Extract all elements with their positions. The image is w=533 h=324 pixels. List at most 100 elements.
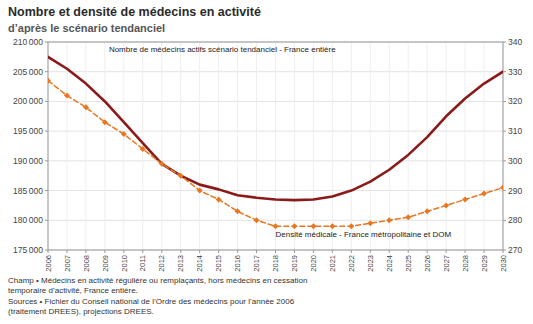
grid-line-x xyxy=(427,42,428,250)
tick-label-x: 2013 xyxy=(176,255,185,272)
tick-label-x: 2019 xyxy=(290,255,299,272)
tick-x xyxy=(199,250,200,253)
annotation: Densité médicale - France métropolitaine… xyxy=(276,230,452,239)
series-marker xyxy=(197,188,203,194)
tick-y xyxy=(45,71,48,72)
tick-label-x: 2012 xyxy=(157,255,166,272)
axes: 175 000 180 000 185 000 190 000 195 000 200 0… xyxy=(13,37,523,272)
tick-x xyxy=(484,250,485,253)
grid-line-x xyxy=(123,42,124,250)
tick-label-x: 2014 xyxy=(195,255,204,272)
tick-y xyxy=(45,101,48,102)
series-marker xyxy=(48,78,51,84)
tick-x xyxy=(66,250,67,253)
tick-x xyxy=(351,250,352,253)
tick-x xyxy=(161,250,162,253)
tick-x xyxy=(48,250,49,253)
tick-label-y2: 270 xyxy=(508,245,522,255)
tick-label-x: 2006 xyxy=(44,255,53,272)
series-marker xyxy=(102,119,108,125)
tick-label-x: 2010 xyxy=(120,255,129,272)
plot-frame xyxy=(48,42,503,250)
tick-label-x: 2028 xyxy=(461,255,470,272)
tick-y2 xyxy=(503,42,506,43)
tick-label-x: 2008 xyxy=(82,255,91,272)
tick-label-y: 190 000 xyxy=(13,156,43,166)
tick-x xyxy=(218,250,219,253)
series-marker xyxy=(216,196,222,202)
tick-label-y: 210 000 xyxy=(13,37,43,47)
footnote: Sources • Fichier du Conseil national de… xyxy=(8,297,295,316)
annotation: Nombre de médecins actifs scénario tenda… xyxy=(109,45,336,54)
tick-x xyxy=(104,250,105,253)
grid-line-x xyxy=(85,42,86,250)
tick-y2 xyxy=(503,190,506,191)
tick-label-x: 2015 xyxy=(214,255,223,272)
series-marker xyxy=(235,208,241,214)
tick-x xyxy=(503,250,504,253)
grid-line-x xyxy=(446,42,447,250)
grid-line-x xyxy=(313,42,314,250)
grid-line-x xyxy=(66,42,67,250)
grid-line-x xyxy=(370,42,371,250)
grid-line-x xyxy=(484,42,485,250)
tick-label-y2: 340 xyxy=(508,37,522,47)
series-marker xyxy=(83,104,89,110)
tick-x xyxy=(389,250,390,253)
tick-y2 xyxy=(503,160,506,161)
tick-label-y: 185 000 xyxy=(13,186,43,196)
series-line xyxy=(48,57,503,200)
tick-label-y2: 310 xyxy=(508,126,522,136)
tick-y xyxy=(45,190,48,191)
tick-label-y: 180 000 xyxy=(13,215,43,225)
grid-line-x xyxy=(218,42,219,250)
grid-line-x xyxy=(104,42,105,250)
grid-line-x xyxy=(199,42,200,250)
tick-label-y2: 330 xyxy=(508,67,522,77)
tick-x xyxy=(427,250,428,253)
subtitle: d’après le scénario tendanciel xyxy=(8,22,165,34)
tick-y xyxy=(45,220,48,221)
series-marker xyxy=(310,223,316,229)
tick-label-y2: 290 xyxy=(508,186,522,196)
tick-label-y2: 320 xyxy=(508,96,522,106)
tick-label-y2: 280 xyxy=(508,215,522,225)
title: Nombre et densité de médecins en activit… xyxy=(8,5,261,19)
tick-x xyxy=(294,250,295,253)
series-marker xyxy=(291,223,297,229)
grid-line-x xyxy=(332,42,333,250)
series-marker xyxy=(405,214,411,220)
series-marker xyxy=(329,223,335,229)
series-marker xyxy=(121,131,127,137)
grid-line-x xyxy=(275,42,276,250)
footnote: Champ • Médecins en activité régulière o… xyxy=(8,276,307,295)
series-marker xyxy=(64,92,70,98)
tick-label-x: 2023 xyxy=(366,255,375,272)
tick-x xyxy=(446,250,447,253)
tick-label-x: 2030 xyxy=(499,255,508,272)
tick-x xyxy=(275,250,276,253)
tick-x xyxy=(180,250,181,253)
tick-label-y: 200 000 xyxy=(13,96,43,106)
tick-label-x: 2024 xyxy=(385,255,394,272)
series-marker xyxy=(424,208,430,214)
series-marker xyxy=(159,161,165,167)
tick-x xyxy=(408,250,409,253)
series-marker xyxy=(273,223,279,229)
tick-label-y2: 300 xyxy=(508,156,522,166)
tick-label-y: 175 000 xyxy=(13,245,43,255)
tick-label-x: 2027 xyxy=(442,255,451,272)
tick-label-x: 2016 xyxy=(233,255,242,272)
tick-y2 xyxy=(503,71,506,72)
tick-x xyxy=(465,250,466,253)
tick-y2 xyxy=(503,220,506,221)
tick-label-y: 195 000 xyxy=(13,126,43,136)
series-marker xyxy=(462,196,468,202)
tick-label-x: 2025 xyxy=(404,255,413,272)
series-marker xyxy=(386,217,392,223)
tick-x xyxy=(256,250,257,253)
series-marker xyxy=(348,223,354,229)
marks xyxy=(48,57,503,229)
tick-y xyxy=(45,131,48,132)
tick-label-x: 2018 xyxy=(271,255,280,272)
